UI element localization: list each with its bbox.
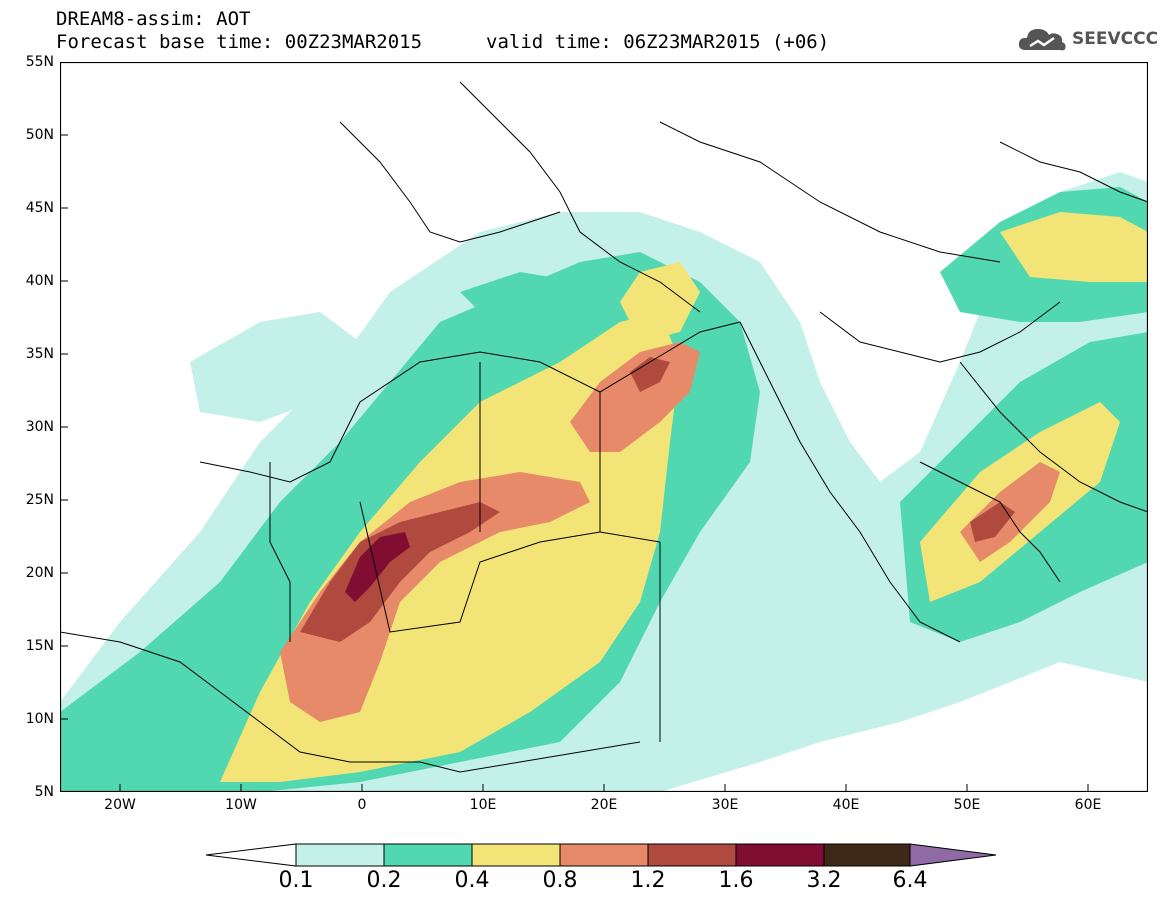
colorbar-under-triangle [206, 843, 297, 867]
colorbar-over-triangle [909, 843, 997, 867]
axis-ticks [60, 62, 1089, 792]
colorbar-label-6-4: 6.4 [892, 868, 928, 893]
colorbar-bin-3-2 [823, 843, 911, 867]
map-border [60, 62, 1148, 792]
colorbar-label-0-2: 0.2 [366, 868, 402, 893]
lat-label-40n: 40N [25, 273, 54, 289]
lon-label-50e: 50E [953, 797, 981, 813]
aot-map [60, 62, 1148, 792]
lat-label-45n: 45N [25, 200, 54, 216]
colorbar-label-0-8: 0.8 [542, 868, 578, 893]
lon-label-60e: 60E [1074, 797, 1102, 813]
lon-label-20w: 20W [104, 797, 136, 813]
colorbar-label-1-2: 1.2 [630, 868, 666, 893]
colorbar [206, 843, 997, 867]
lat-label-10n: 10N [25, 711, 54, 727]
lat-label-30n: 30N [25, 419, 54, 435]
colorbar-bin-0-1 [295, 843, 385, 867]
lat-label-15n: 15N [25, 638, 54, 654]
aot-level-1-6 [345, 532, 410, 602]
title-line-1: DREAM8-assim: AOT [56, 8, 251, 30]
lon-label-10w: 10W [225, 797, 257, 813]
lon-label-20e: 20E [590, 797, 618, 813]
lat-label-5n: 5N [34, 784, 54, 800]
lat-label-20n: 20N [25, 565, 54, 581]
lon-label-40e: 40E [832, 797, 860, 813]
lon-label-30e: 30E [711, 797, 739, 813]
valid-time: valid time: 06Z23MAR2015 (+06) [486, 31, 830, 53]
aot-level-1-2 [300, 357, 1015, 642]
colorbar-bin-1-2 [647, 843, 737, 867]
country-borders [60, 81, 1148, 773]
lon-label-0: 0 [357, 797, 367, 813]
colorbar-bin-0-4 [471, 843, 561, 867]
colorbar-label-0-4: 0.4 [454, 868, 490, 893]
colorbar-bin-0-8 [559, 843, 649, 867]
lon-label-10e: 10E [469, 797, 497, 813]
seevccc-logo: SEEVCCC [1016, 22, 1158, 56]
title-line-2: Forecast base time: 00Z23MAR2015 [56, 31, 423, 53]
lat-label-55n: 55N [25, 54, 54, 70]
colorbar-bin-1-6 [735, 843, 825, 867]
colorbar-label-3-2: 3.2 [806, 868, 842, 893]
cloud-icon [1018, 29, 1066, 51]
colorbar-label-0-1: 0.1 [278, 868, 314, 893]
lat-label-50n: 50N [25, 127, 54, 143]
lat-label-35n: 35N [25, 346, 54, 362]
colorbar-label-1-6: 1.6 [718, 868, 754, 893]
colorbar-bin-0-2 [383, 843, 473, 867]
logo-text: SEEVCCC [1072, 29, 1159, 49]
lat-label-25n: 25N [25, 492, 54, 508]
